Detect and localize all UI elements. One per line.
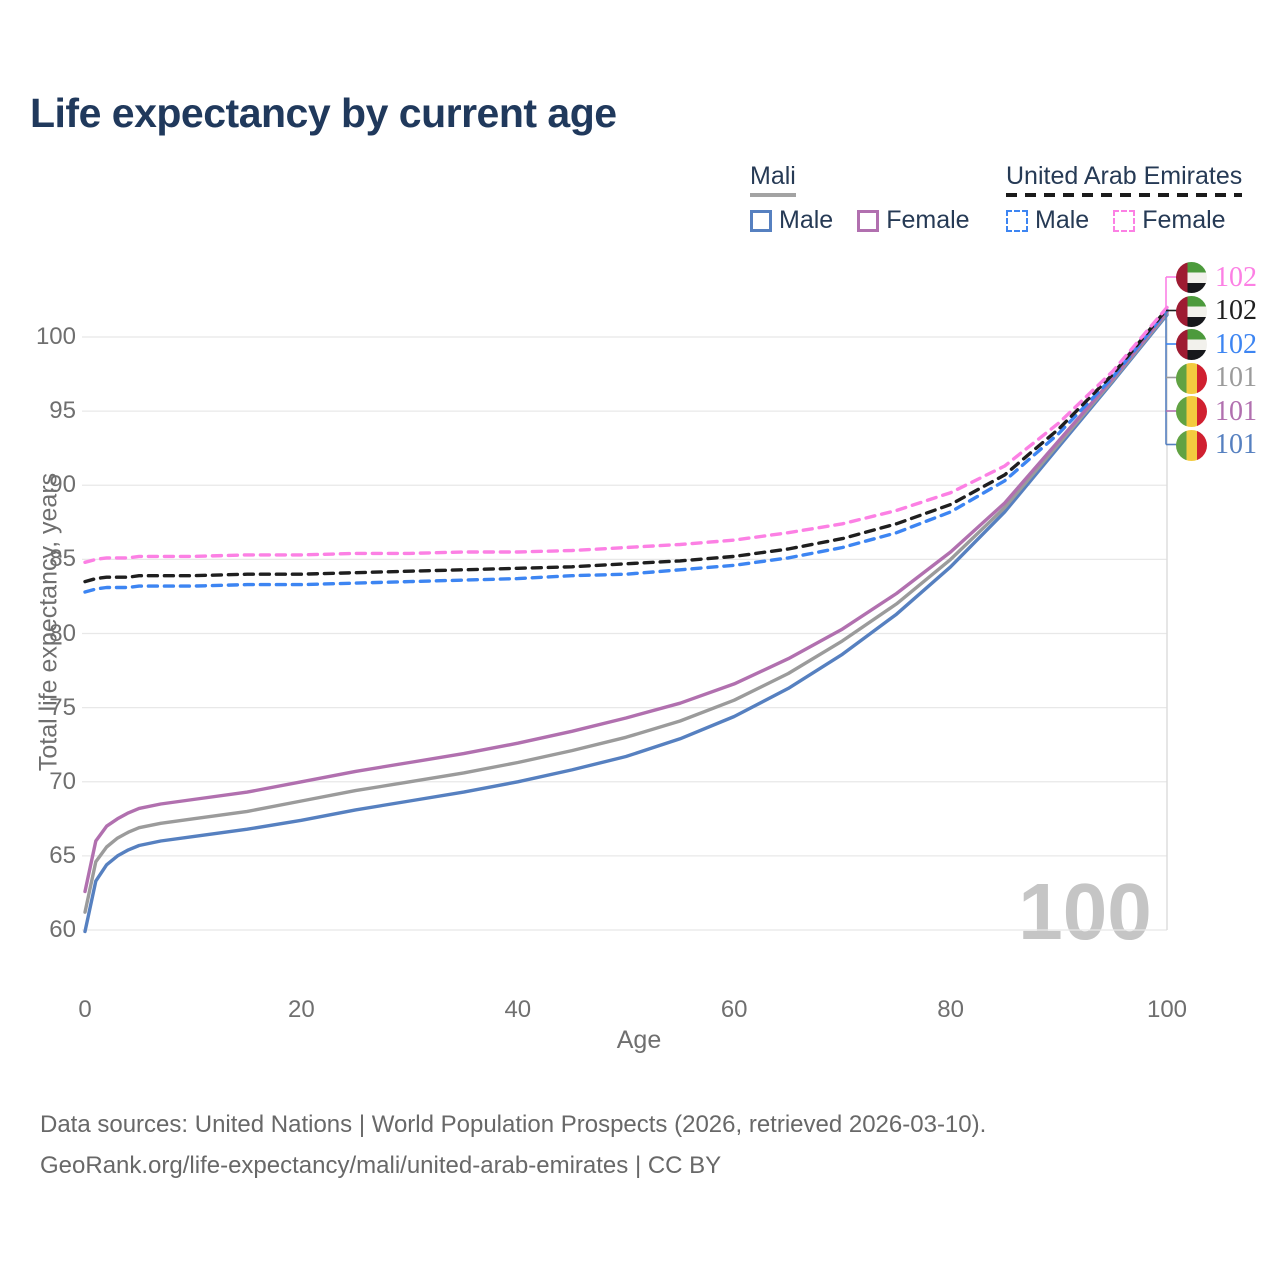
legend-item-mali-female[interactable]: Female (857, 206, 970, 235)
series-line-uae_all (83, 307, 1169, 584)
mali-flag-icon (1176, 429, 1207, 461)
end-label-row: 101 (1176, 396, 1257, 428)
y-tick-label: 80 (49, 619, 76, 647)
footer: Data sources: United Nations | World Pop… (40, 1104, 986, 1186)
uae-flag-icon (1176, 295, 1207, 327)
legend-label: Female (1142, 206, 1226, 234)
series-line-mali_all (83, 311, 1169, 914)
legend-item-uae-male[interactable]: Male (1006, 206, 1089, 235)
series-line-mali_male (83, 313, 1169, 934)
uae-flag-icon (1176, 329, 1207, 360)
end-label-row: 102 (1176, 295, 1257, 327)
end-label-row: 101 (1176, 362, 1257, 394)
legend-header-mali-label: Mali (750, 162, 796, 197)
page-title: Life expectancy by current age (30, 90, 617, 136)
end-value-label: 101 (1215, 395, 1257, 427)
legend-label: Male (779, 206, 834, 234)
end-label-row: 101 (1176, 429, 1257, 461)
x-tick-label: 100 (1146, 996, 1188, 1023)
age-marker-watermark: 100 (1018, 867, 1152, 956)
x-tick-label: 40 (504, 996, 532, 1023)
legend-group-mali: Mali Male Female (750, 162, 970, 235)
legend-header-uae[interactable]: United Arab Emirates (1006, 162, 1243, 197)
uae-female-swatch (1113, 209, 1136, 232)
mali-male-swatch (750, 209, 772, 232)
x-tick-label: 20 (288, 996, 315, 1023)
y-tick-label: 70 (49, 767, 76, 795)
x-tick-label: 60 (720, 996, 748, 1023)
series-line-uae_male (83, 308, 1169, 594)
legend-group-uae: United Arab Emirates Male Female (1006, 162, 1243, 235)
legend-header-uae-label: United Arab Emirates (1006, 162, 1243, 197)
y-tick-label: 60 (49, 916, 76, 943)
uae-flag-icon (1176, 262, 1207, 293)
mali-female-swatch (857, 209, 880, 232)
y-tick-label: 100 (35, 323, 76, 350)
legend-item-uae-female[interactable]: Female (1113, 206, 1226, 235)
x-tick-label: 0 (78, 996, 92, 1023)
uae-mean-line-swatch (1006, 193, 1243, 197)
y-tick-label: 90 (49, 471, 76, 499)
series-line-uae_female (83, 305, 1169, 564)
end-value-label: 102 (1215, 261, 1257, 293)
end-value-label: 102 (1215, 295, 1257, 326)
end-label-row: 102 (1176, 329, 1257, 361)
end-value-label: 101 (1215, 362, 1257, 393)
mali-mean-line-swatch (750, 193, 796, 197)
x-tick-label: 80 (937, 996, 964, 1023)
y-tick-label: 85 (49, 545, 76, 573)
end-value-label: 102 (1215, 328, 1257, 360)
mali-flag-icon (1176, 396, 1207, 427)
y-tick-label: 75 (49, 693, 76, 721)
legend-item-mali-male[interactable]: Male (750, 206, 833, 235)
data-sources-text: Data sources: United Nations | World Pop… (40, 1111, 987, 1138)
legend-label: Male (1035, 206, 1090, 234)
y-tick-label: 65 (49, 841, 76, 869)
x-axis-title: Age (616, 1026, 662, 1054)
legend-label: Female (886, 206, 970, 234)
uae-male-swatch (1006, 209, 1028, 232)
y-axis-title: Total life expectancy, years (34, 472, 63, 772)
end-label-row: 102 (1176, 262, 1257, 294)
mali-flag-icon (1176, 362, 1207, 394)
series-line-mali_female (83, 310, 1169, 894)
attribution-text: GeoRank.org/life-expectancy/mali/united-… (40, 1152, 722, 1179)
legend-header-mali[interactable]: Mali (750, 162, 970, 197)
end-value-label: 101 (1215, 429, 1257, 460)
y-tick-label: 95 (49, 397, 76, 425)
